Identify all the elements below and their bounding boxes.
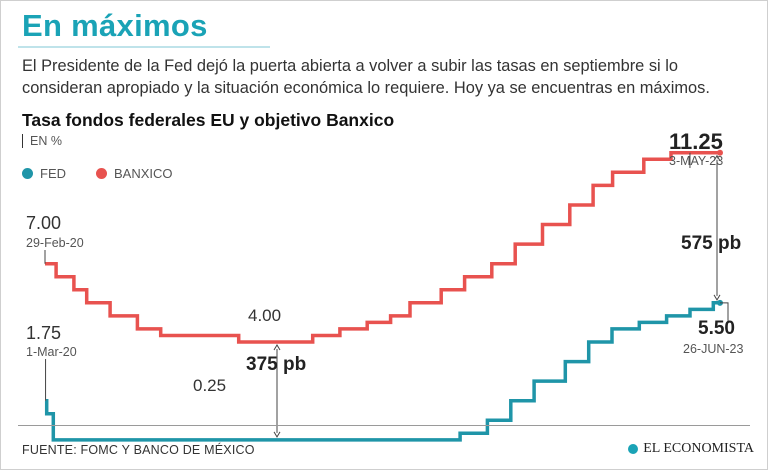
label-fed-min: 0.25 [193, 376, 226, 395]
label-gap-current: 575 pb [681, 233, 741, 254]
footer-rule [18, 425, 750, 426]
source-note: FUENTE: FOMC Y BANCO DE MÉXICO [22, 443, 255, 457]
series-line-fed [44, 301, 720, 442]
legend-item-banxico: BANXICO [96, 166, 173, 181]
label-fed-max-date: 26-JUN-23 [683, 342, 743, 356]
label-banxico-start-value: 7.00 [26, 213, 61, 233]
series-line-banxico [45, 151, 720, 344]
chart-marks [44, 149, 729, 442]
brand-mark-icon [628, 444, 639, 454]
headline-rule [18, 46, 270, 48]
dek-text: El Presidente de la Fed dejó la puerta a… [22, 57, 710, 97]
leader-fed-end [720, 302, 729, 321]
unit-label: EN % [22, 134, 62, 148]
label-banxico-max-value: 11.25 [669, 129, 723, 154]
brand-name: EL ECONOMISTA [643, 441, 754, 456]
label-fed-max-value: 5.50 [698, 318, 735, 339]
label-gap-minimum: 375 pb [246, 354, 306, 375]
headline: En máximos [22, 8, 208, 43]
legend-item-fed: FED [22, 166, 66, 181]
label-fed-start-value: 1.75 [26, 323, 61, 343]
gap-arrow-current-head-top [713, 154, 721, 162]
label-banxico-max-date: 3-MAY-23 [669, 154, 723, 168]
label-banxico-start-date: 29-Feb-20 [26, 236, 84, 250]
label-banxico-min: 4.00 [248, 306, 281, 325]
gap-arrow-current-head-bottom [713, 294, 721, 301]
legend-swatch-fed [22, 168, 33, 179]
gap-arrow-minimum-head-bottom [273, 431, 281, 438]
brand-logo: EL ECONOMISTA [628, 441, 754, 457]
legend-swatch-banxico [96, 168, 107, 179]
chart-legend: FED BANXICO [22, 166, 203, 181]
legend-label-banxico: BANXICO [114, 166, 173, 181]
legend-label-fed: FED [40, 166, 66, 181]
chart-title: Tasa fondos federales EU y objetivo Banx… [22, 110, 395, 130]
gap-arrow-minimum-head-top [273, 344, 281, 351]
label-fed-start-date: 1-Mar-20 [26, 345, 77, 359]
series-end-point-banxico [717, 149, 723, 156]
